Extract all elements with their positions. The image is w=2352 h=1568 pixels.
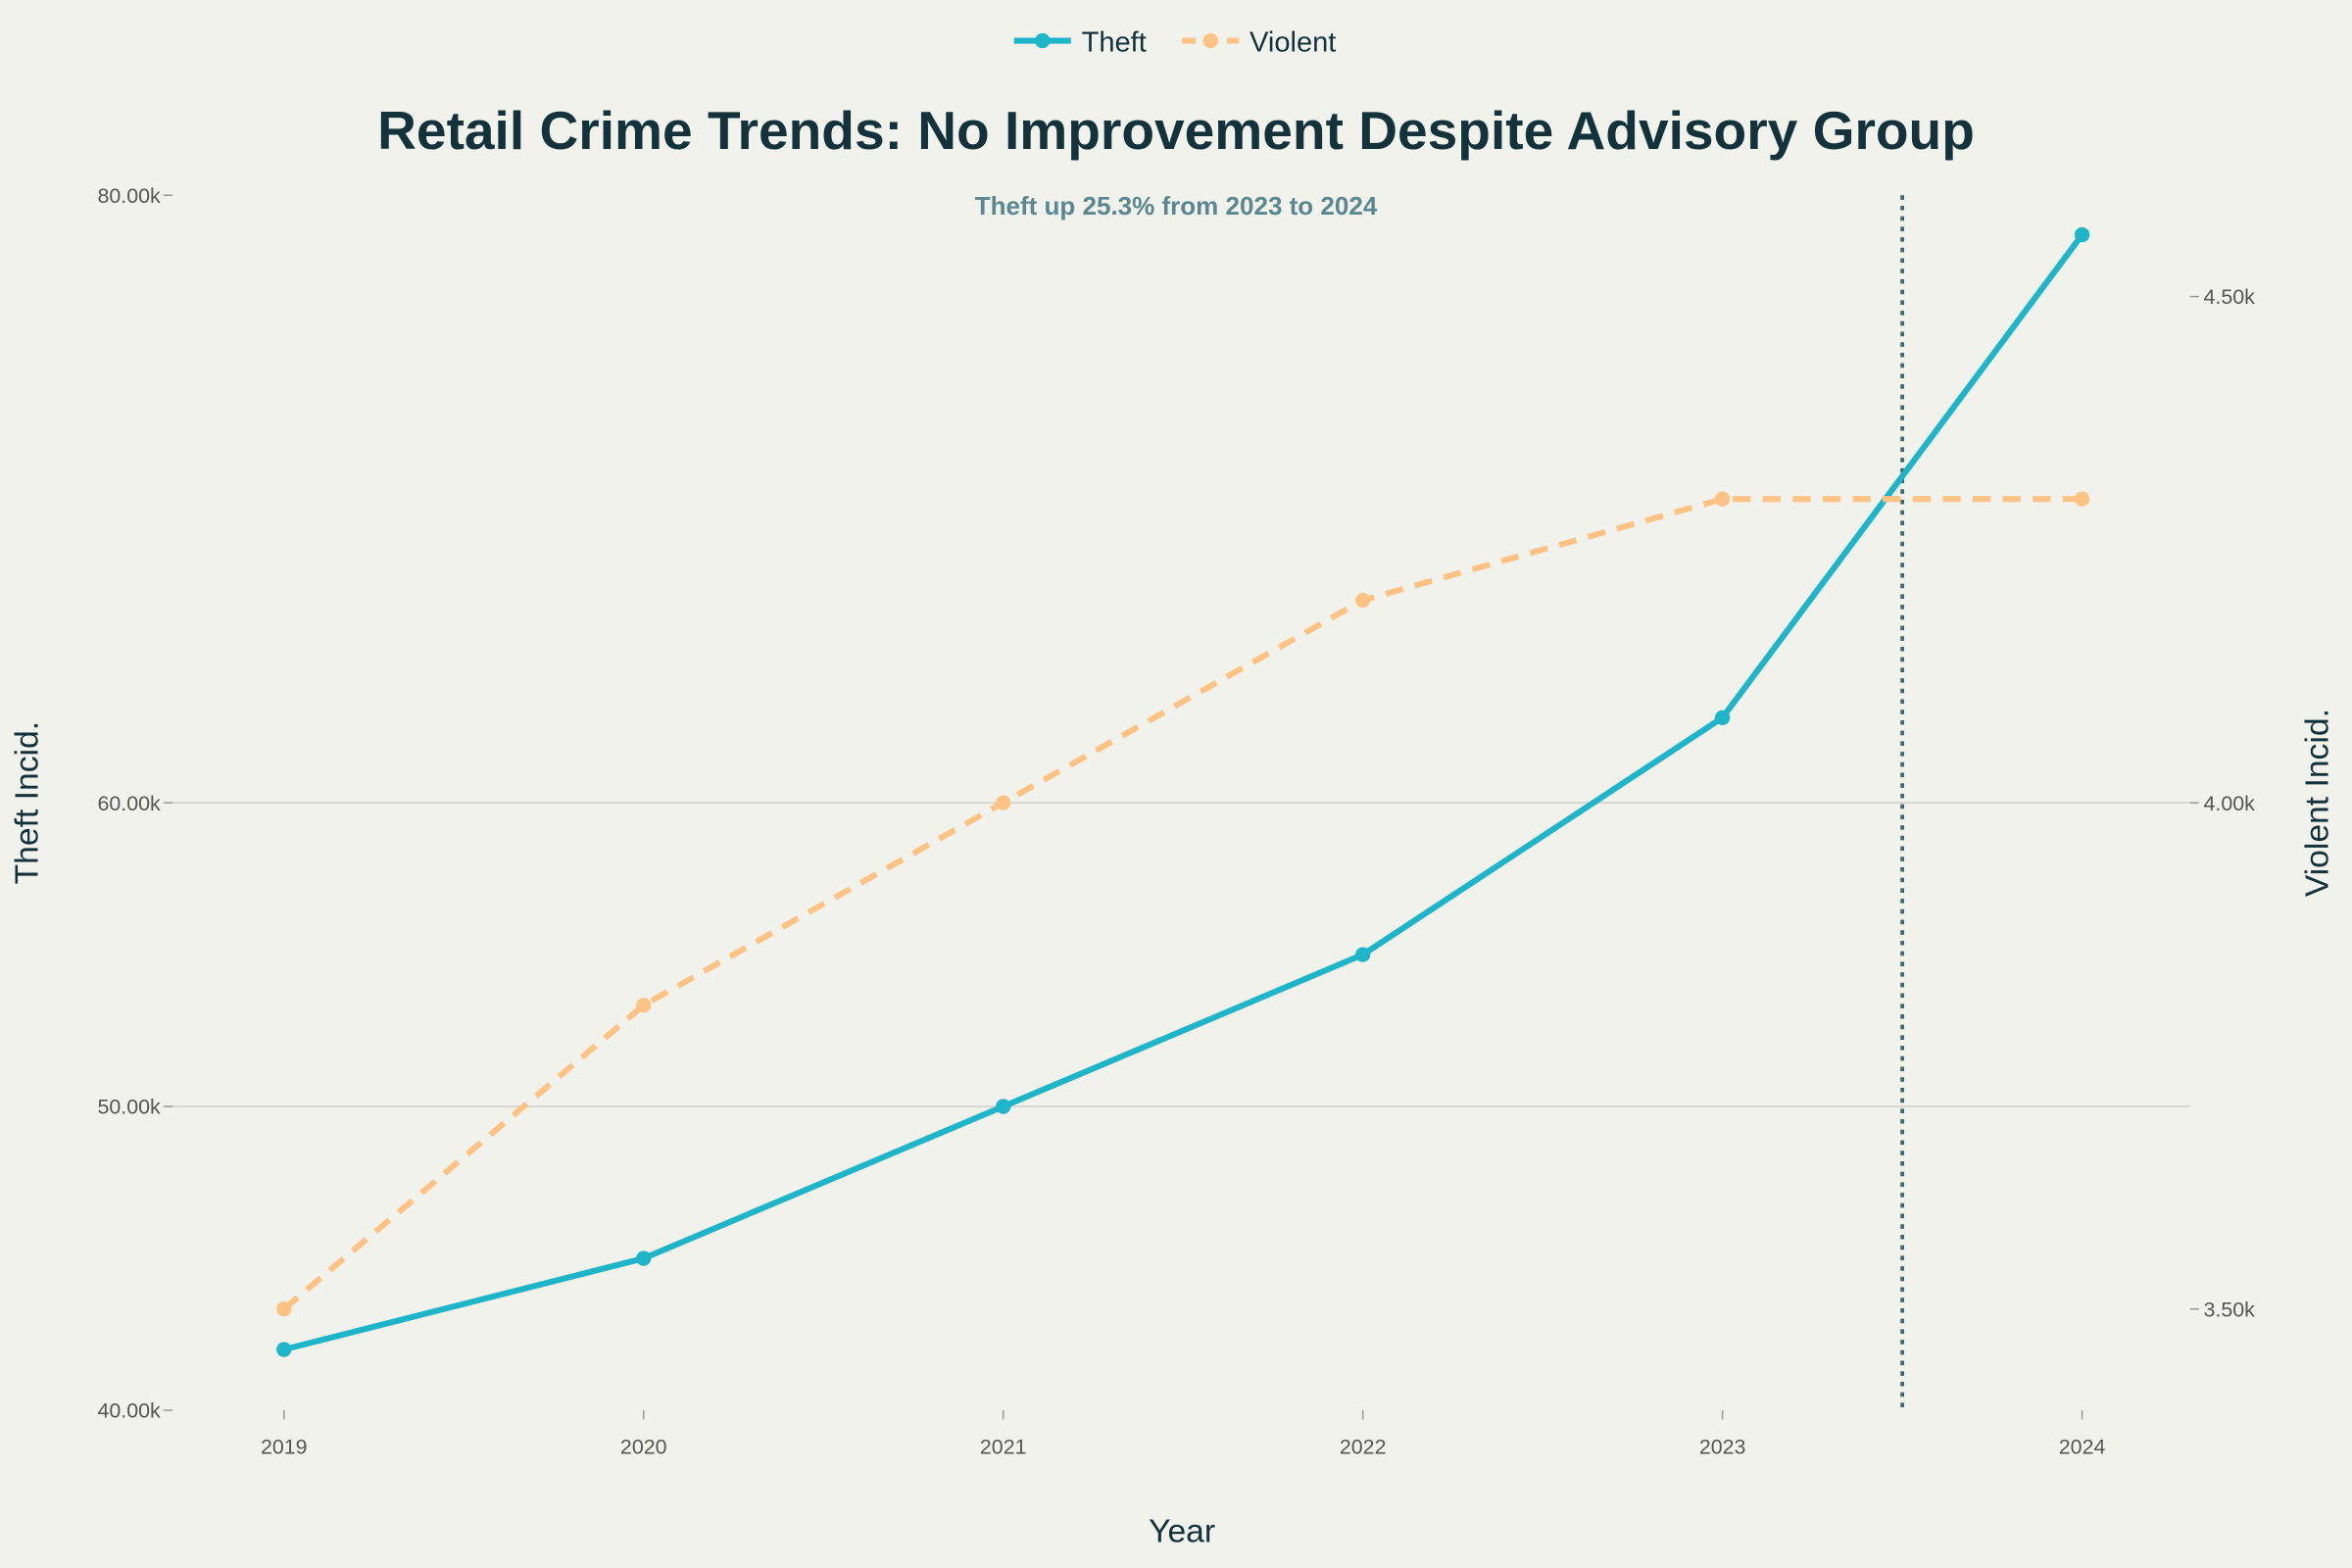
legend-violent-label: Violent (1250, 26, 1336, 58)
annotation: Theft up 25.3% from 2023 to 2024 (975, 191, 1378, 220)
data-point-theft (276, 1342, 292, 1357)
data-point-theft (1714, 710, 1731, 725)
x-axis-label: Year (1149, 1514, 1215, 1550)
legend-theft-label: Theft (1082, 26, 1147, 58)
data-point-theft (2074, 226, 2090, 243)
y-axis-label: Theft Incid. (9, 721, 45, 885)
legend-item-theft[interactable]: Theft (1013, 26, 1147, 58)
data-point-violent (2074, 491, 2090, 507)
data-point-violent (1355, 592, 1371, 609)
y2-tick-label: 3.50k (2203, 1298, 2255, 1321)
y2-tick-label: 4.00k (2203, 792, 2255, 815)
data-point-theft (1355, 947, 1371, 962)
series-line-violent (281, 496, 2082, 1312)
series-layer (276, 226, 2090, 1357)
data-point-theft (636, 1250, 652, 1266)
data-point-violent (1714, 491, 1731, 507)
legend: Theft Violent (1013, 26, 1336, 58)
x-tick-label: 2023 (1699, 1435, 1746, 1458)
y2-axis-label: Violent Incid. (2300, 709, 2336, 897)
data-point-violent (996, 795, 1011, 810)
x-tick-label: 2020 (620, 1435, 667, 1458)
series-line-theft (283, 232, 2085, 1353)
y-tick-label: 50.00k (97, 1096, 161, 1119)
grid (172, 802, 2190, 1107)
legend-violent-marker-icon (1202, 32, 1218, 49)
x-tick-label: 2019 (261, 1435, 308, 1458)
data-point-violent (276, 1301, 292, 1317)
ticks: 40.00k 50.00k 60.00k 80.00k 3.50k 4.00k 4.50k 2… (97, 184, 2255, 1459)
y2-tick-label: 4.50k (2203, 285, 2255, 309)
x-tick-label: 2022 (1340, 1435, 1387, 1458)
y-tick-label: 80.00k (97, 184, 161, 208)
legend-theft-marker-icon (1035, 32, 1051, 49)
chart-title: Retail Crime Trends: No Improvement Desp… (377, 100, 1975, 161)
data-point-theft (996, 1099, 1011, 1114)
x-tick-label: 2021 (980, 1435, 1027, 1458)
y-tick-label: 60.00k (97, 792, 161, 815)
y-tick-label: 40.00k (97, 1399, 161, 1423)
data-point-violent (636, 998, 652, 1013)
x-tick-label: 2024 (2059, 1435, 2106, 1458)
legend-item-violent[interactable]: Violent (1182, 26, 1336, 58)
